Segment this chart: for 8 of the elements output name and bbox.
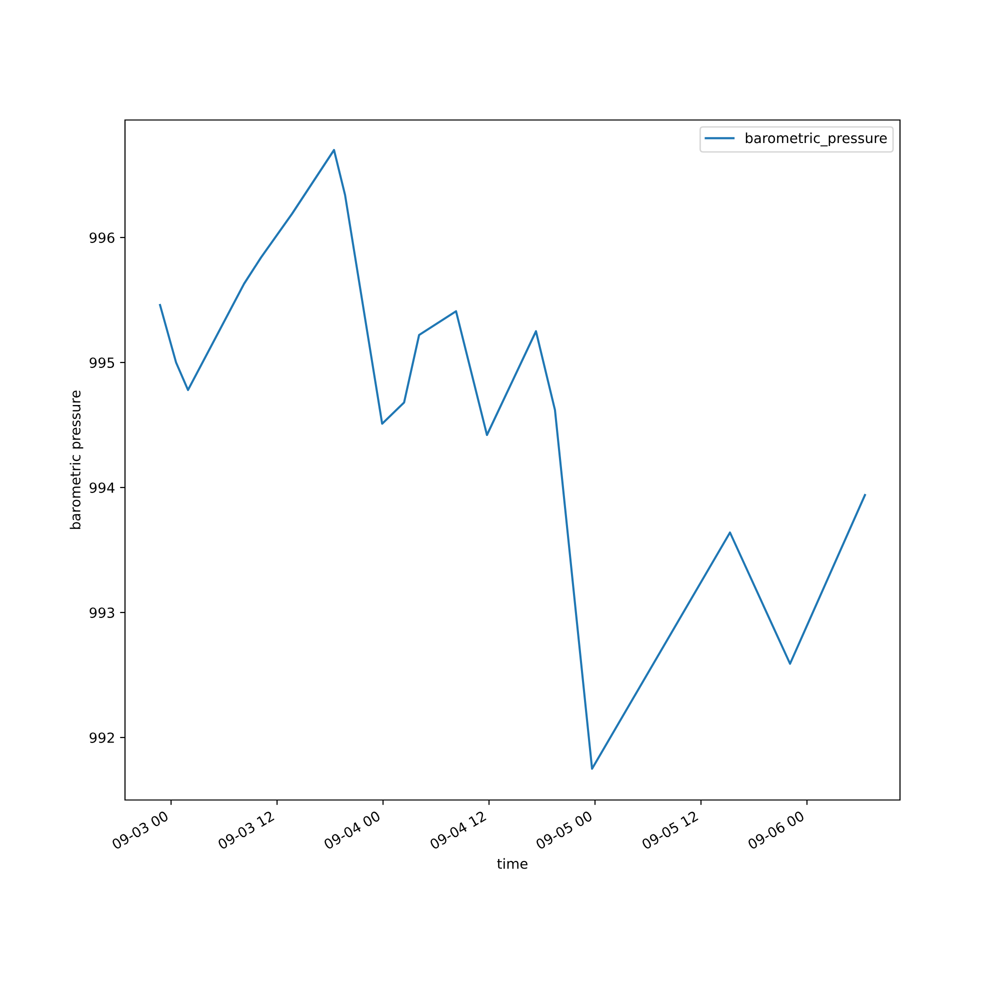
legend-label: barometric_pressure — [746, 132, 887, 146]
y-tick-label: 995 — [90, 357, 114, 368]
y-tick-label: 996 — [90, 232, 114, 243]
y-axis-title: barometric pressure — [70, 390, 84, 529]
y-tick-label: 992 — [90, 732, 114, 743]
x-axis-title: time — [497, 858, 528, 869]
y-tick-label: 994 — [90, 482, 114, 493]
y-tick-label: 993 — [90, 607, 114, 618]
